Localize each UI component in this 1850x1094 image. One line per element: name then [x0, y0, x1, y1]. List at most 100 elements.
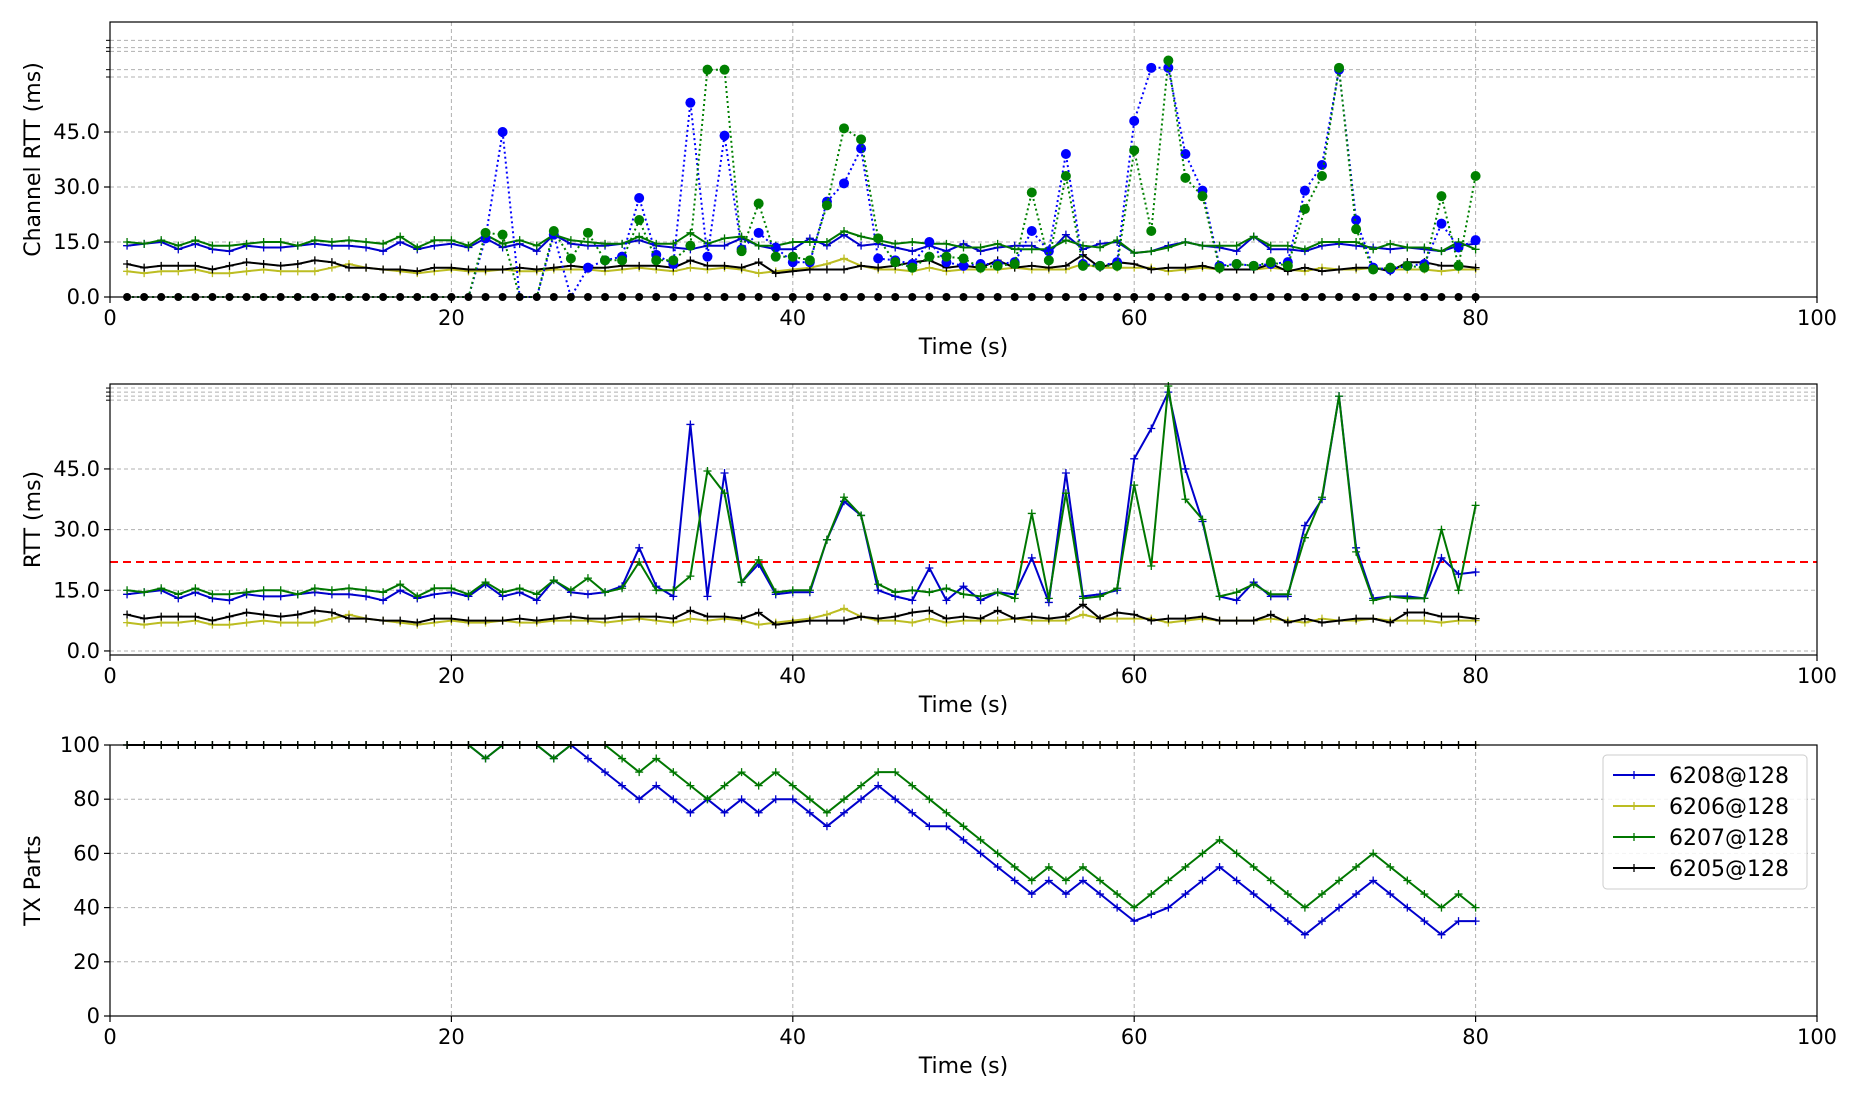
data-point	[1335, 876, 1344, 885]
data-point	[464, 616, 473, 625]
data-point	[1283, 890, 1292, 899]
data-point	[1231, 259, 1242, 269]
data-point	[1471, 245, 1480, 254]
data-point	[1249, 862, 1258, 871]
data-point	[874, 781, 883, 790]
data-point	[1078, 250, 1087, 259]
data-point	[686, 572, 695, 581]
data-point	[1044, 614, 1053, 623]
data-point	[1130, 249, 1139, 257]
data-point	[379, 588, 388, 597]
data-point	[856, 143, 867, 154]
data-point	[925, 822, 934, 831]
data-point	[804, 255, 815, 266]
data-point	[634, 215, 645, 225]
data-point	[788, 618, 797, 627]
data-point	[1386, 890, 1395, 899]
legend-marker	[1630, 802, 1638, 810]
data-point	[805, 238, 814, 246]
data-point	[942, 584, 951, 593]
data-point	[788, 267, 797, 276]
data-point	[754, 608, 763, 617]
data-point	[1420, 243, 1429, 252]
data-point	[310, 267, 319, 276]
data-point	[1232, 616, 1241, 625]
data-point	[925, 588, 934, 597]
data-point	[1078, 600, 1087, 609]
data-point	[515, 236, 524, 245]
series-group	[123, 741, 1480, 939]
data-point	[1352, 547, 1361, 556]
data-point	[1283, 917, 1292, 926]
data-point	[157, 261, 166, 270]
data-point	[242, 239, 251, 248]
data-point	[703, 612, 712, 621]
data-point	[1181, 238, 1190, 246]
data-point	[1009, 259, 1020, 269]
data-point	[208, 241, 217, 250]
data-point	[1420, 890, 1429, 899]
data-point	[464, 590, 473, 599]
data-point	[1317, 890, 1326, 899]
data-point	[924, 251, 935, 262]
data-point	[1248, 260, 1259, 271]
data-point	[191, 236, 200, 245]
data-point	[497, 229, 508, 240]
series-6208-128-line	[126, 233, 1476, 255]
data-point	[515, 614, 524, 623]
data-point	[1096, 614, 1105, 623]
data-point	[618, 584, 627, 593]
data-point	[1198, 261, 1207, 270]
data-point	[1402, 260, 1413, 271]
data-point	[225, 612, 234, 621]
data-point	[1096, 592, 1105, 601]
data-point	[617, 255, 628, 266]
data-point	[1164, 614, 1173, 623]
x-tick-label: 80	[1462, 1025, 1489, 1049]
data-point	[652, 781, 661, 790]
data-point	[702, 251, 713, 262]
data-point	[856, 134, 867, 145]
data-point	[293, 267, 302, 276]
data-point	[157, 584, 166, 593]
data-point	[123, 267, 132, 276]
x-tick-label: 40	[779, 1025, 806, 1049]
x-tick-label: 20	[438, 1025, 465, 1049]
data-point	[413, 618, 422, 627]
data-point	[344, 236, 353, 245]
data-point	[1163, 62, 1174, 73]
data-point	[327, 258, 336, 267]
data-point	[566, 236, 575, 245]
data-point	[582, 262, 593, 273]
data-point	[344, 614, 353, 623]
data-point	[908, 586, 917, 595]
data-point	[379, 247, 388, 256]
data-point	[720, 261, 729, 270]
data-point	[1368, 264, 1379, 275]
legend-label: 6207@128	[1669, 826, 1789, 851]
data-point	[703, 592, 712, 601]
data-point	[276, 612, 285, 621]
data-point	[719, 130, 730, 141]
data-point	[891, 588, 900, 597]
data-point	[891, 239, 900, 248]
data-point	[310, 236, 319, 245]
data-point	[293, 241, 302, 250]
data-point	[601, 239, 610, 248]
data-point	[1249, 890, 1258, 899]
data-point	[583, 574, 592, 583]
data-point	[1403, 608, 1412, 617]
data-point	[959, 590, 968, 599]
data-point	[1078, 610, 1087, 619]
data-point	[140, 588, 149, 597]
data-point	[1181, 614, 1190, 623]
data-point	[635, 768, 644, 777]
data-point	[720, 781, 729, 790]
data-point	[549, 614, 558, 623]
data-point	[1198, 612, 1207, 621]
data-point	[1334, 62, 1345, 73]
data-point	[362, 263, 371, 272]
data-point	[1181, 890, 1190, 899]
data-point	[942, 822, 951, 831]
